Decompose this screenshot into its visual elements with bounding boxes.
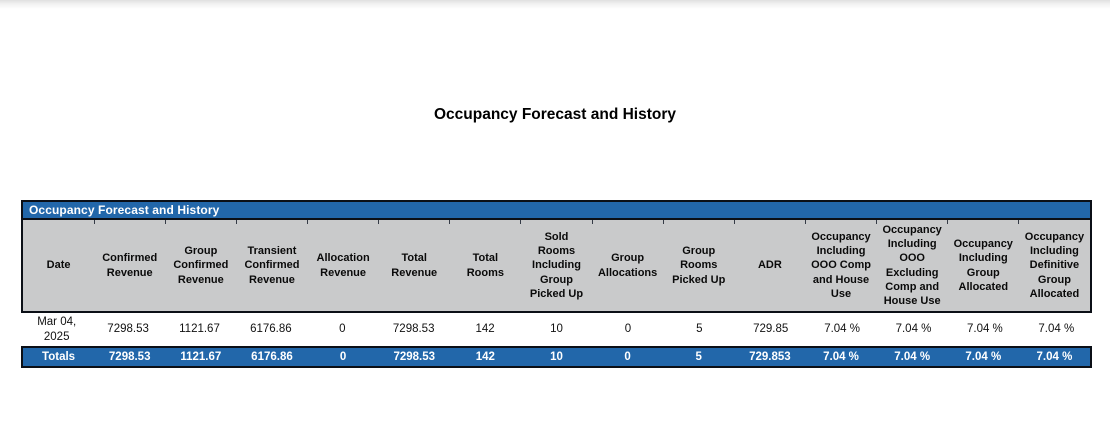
cell-occupancy-definitive-group: 7.04 % (1038, 323, 1075, 336)
table-totals-row: Totals 7298.53 1121.67 6176.86 0 7298.53… (21, 346, 1092, 368)
cell-total-rooms: 142 (475, 323, 495, 336)
column-header-group-rooms-picked-up: Group Rooms Picked Up (662, 220, 734, 311)
total-transient-confirmed-revenue: 6176.86 (251, 350, 293, 363)
totals-label: Totals (42, 350, 76, 363)
column-header-group-allocations: Group Allocations (591, 220, 663, 311)
column-header-occupancy-group-allocated: Occupancy Including Group Allocated (947, 220, 1019, 311)
top-edge-shadow (0, 0, 1110, 9)
occupancy-forecast-table: Occupancy Forecast and History Date Conf… (21, 200, 1092, 368)
column-header-sold-rooms: Sold Rooms Including Group Picked Up (520, 220, 592, 311)
cell-sold-rooms: 10 (550, 323, 563, 336)
total-total-revenue: 7298.53 (393, 350, 436, 363)
cell-confirmed-revenue: 7298.53 (107, 323, 149, 336)
column-header-transient-confirmed-revenue: Transient Confirmed Revenue (235, 220, 307, 311)
page-title: Occupancy Forecast and History (433, 106, 677, 123)
total-occupancy-definitive-group: 7.04 % (1036, 350, 1073, 363)
total-allocation-revenue: 0 (339, 350, 347, 363)
column-header-total-rooms: Total Rooms (449, 220, 521, 311)
cell-transient-confirmed-revenue: 6176.86 (250, 323, 292, 336)
cell-occupancy-group-allocated: 7.04 % (966, 323, 1003, 336)
column-header-total-revenue: Total Revenue (378, 220, 450, 311)
total-sold-rooms: 10 (550, 350, 563, 363)
total-adr: 729.853 (749, 350, 791, 363)
column-header-allocation-revenue: Allocation Revenue (307, 220, 379, 311)
total-occupancy-ooo-comp: 7.04 % (823, 350, 859, 363)
cell-date: Mar 04, 2025 (37, 315, 77, 343)
total-group-allocations: 0 (624, 350, 631, 363)
cell-group-confirmed-revenue: 1121.67 (179, 323, 220, 336)
cell-total-revenue: 7298.53 (392, 323, 435, 336)
cell-group-allocations: 0 (624, 323, 632, 336)
column-header-occupancy-ooo-comp: Occupancy Including OOO Comp and House U… (804, 220, 876, 311)
total-group-rooms-picked-up: 5 (695, 350, 702, 363)
column-header-confirmed-revenue: Confirmed Revenue (93, 220, 165, 311)
column-header-adr: ADR (733, 220, 805, 311)
column-header-occupancy-definitive-group: Occupancy Including Definitive Group All… (1018, 220, 1090, 311)
total-occupancy-group-allocated: 7.04 % (965, 350, 1002, 363)
table-row: Mar 04, 2025 7298.53 1121.67 6176.86 0 7… (21, 313, 1092, 346)
cell-occupancy-ooo-excl-comp: 7.04 % (895, 323, 932, 336)
total-confirmed-revenue: 7298.53 (108, 350, 151, 363)
total-group-confirmed-revenue: 1121.67 (180, 350, 222, 363)
cell-adr: 729.85 (753, 323, 789, 336)
table-title-bar: Occupancy Forecast and History (21, 200, 1092, 220)
column-header-date: Date (46, 259, 71, 272)
cell-group-rooms-picked-up: 5 (696, 323, 703, 336)
cell-occupancy-ooo-comp: 7.04 % (824, 323, 860, 336)
table-header-row: Date Confirmed Revenue Group Confirmed R… (21, 220, 1092, 313)
cell-allocation-revenue: 0 (339, 323, 346, 336)
column-header-group-confirmed-revenue: Group Confirmed Revenue (164, 220, 236, 311)
column-header-occupancy-ooo-excl-comp: Occupancy Including OOO Excluding Comp a… (876, 220, 948, 311)
table-title-text: Occupancy Forecast and History (29, 203, 220, 217)
total-total-rooms: 142 (475, 350, 495, 363)
total-occupancy-ooo-excl-comp: 7.04 % (894, 350, 931, 363)
